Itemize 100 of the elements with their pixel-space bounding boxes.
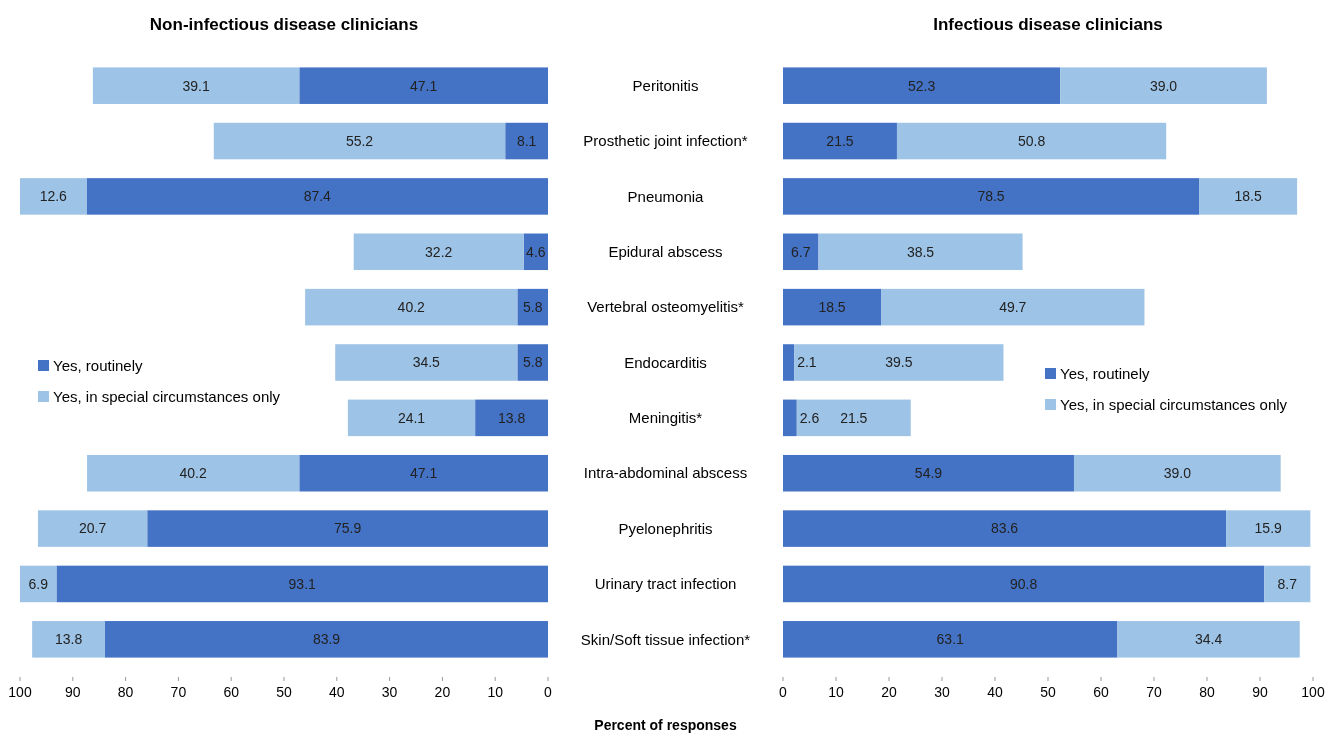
data-label: 39.5 (885, 354, 913, 371)
bar (1073, 454, 1281, 492)
bar (56, 565, 548, 603)
data-label: 15.9 (1254, 520, 1283, 537)
bar (347, 399, 476, 437)
bar (32, 621, 106, 658)
x-tick-label: 10 (487, 684, 504, 700)
data-label: 47.1 (410, 465, 438, 482)
data-label: 83.6 (990, 520, 1019, 537)
legend-label: Yes, in special circumstances only (1060, 396, 1288, 414)
x-axis-title: Percent of responses (594, 717, 737, 733)
x-tick-label: 0 (779, 684, 788, 700)
data-label: 78.5 (977, 188, 1005, 205)
data-label: 52.3 (907, 77, 936, 94)
data-label: 55.2 (345, 132, 374, 149)
x-tick-label: 50 (276, 684, 292, 700)
bar (783, 178, 1200, 215)
data-label: 83.9 (312, 631, 341, 648)
bar (353, 233, 524, 271)
bar (305, 288, 518, 326)
x-tick-label: 20 (881, 684, 897, 700)
data-label: 21.5 (826, 132, 854, 149)
bar (105, 621, 548, 658)
y-tick-label: Intra-abdominal abscess (583, 464, 748, 482)
bar (783, 510, 1227, 547)
data-label: 5.8 (522, 354, 543, 371)
bar (896, 122, 1167, 160)
bar (783, 454, 1074, 492)
x-tick-label: 100 (1301, 684, 1325, 700)
data-label: 8.7 (1277, 575, 1298, 592)
x-tick-label: 70 (170, 684, 187, 700)
x-tick-label: 90 (1252, 684, 1268, 700)
data-label: 39.0 (1163, 465, 1192, 482)
data-label: 20.7 (78, 520, 107, 537)
data-label: 2.6 (799, 409, 820, 426)
data-label: 2.1 (797, 354, 817, 371)
bar (299, 67, 548, 104)
data-label: 49.7 (999, 299, 1027, 316)
bar (783, 288, 882, 326)
bar (783, 67, 1061, 104)
x-tick-label: 60 (223, 684, 240, 700)
data-label: 18.5 (1234, 188, 1262, 205)
y-tick-label: Vertebral osteomyelitis* (587, 298, 745, 316)
bar (1060, 67, 1267, 104)
y-tick-label: Pyelonephritis (618, 519, 713, 537)
data-label: 6.7 (791, 243, 811, 260)
y-tick-label: Skin/Soft tissue infection* (580, 630, 751, 648)
bar (818, 233, 1023, 271)
y-tick-label: Prosthetic joint infection* (583, 132, 748, 150)
bar (299, 454, 548, 492)
bar (517, 344, 548, 381)
x-tick-label: 40 (987, 684, 1003, 700)
legend-label: Yes, in special circumstances only (53, 388, 281, 406)
bar (147, 510, 548, 547)
y-tick-label: Meningitis* (628, 409, 703, 427)
data-label: 93.1 (288, 575, 317, 592)
bar (213, 122, 506, 160)
bar (1264, 565, 1311, 603)
chart-title: Non-infectious disease clinicians (149, 15, 419, 34)
bar (783, 233, 819, 271)
x-tick-label: 60 (1093, 684, 1109, 700)
bar (783, 122, 897, 160)
bar (783, 565, 1265, 603)
data-label: 39.0 (1149, 77, 1178, 94)
bar (783, 344, 795, 381)
x-tick-label: 100 (8, 684, 32, 700)
x-tick-label: 90 (65, 684, 81, 700)
data-label: 39.1 (182, 77, 210, 94)
data-label: 40.2 (179, 465, 208, 482)
data-label: 40.2 (397, 299, 426, 316)
x-tick-label: 20 (434, 684, 451, 700)
y-tick-label: Urinary tract infection (594, 575, 737, 593)
legend-label: Yes, routinely (53, 357, 143, 375)
y-tick-label: Epidural abscess (608, 243, 723, 261)
data-label: 34.4 (1194, 631, 1223, 648)
data-label: 12.6 (39, 188, 68, 205)
x-tick-label: 70 (1146, 684, 1162, 700)
data-label: 90.8 (1009, 575, 1038, 592)
bar (86, 178, 548, 215)
data-label: 24.1 (397, 409, 426, 426)
data-label: 54.9 (914, 465, 943, 482)
data-label: 32.2 (425, 243, 453, 260)
bar (783, 621, 1118, 658)
data-label: 50.8 (1017, 132, 1046, 149)
bar (505, 122, 548, 160)
bar (335, 344, 518, 381)
data-label: 75.9 (334, 520, 362, 537)
data-label: 47.1 (410, 77, 438, 94)
data-label: 87.4 (303, 188, 332, 205)
bar (87, 454, 300, 492)
data-label: 5.8 (522, 299, 543, 316)
data-label: 34.5 (412, 354, 441, 371)
x-tick-label: 80 (117, 684, 134, 700)
bar (1199, 178, 1298, 215)
bar (517, 288, 548, 326)
data-label: 6.9 (28, 575, 49, 592)
data-label: 13.8 (497, 409, 526, 426)
bar (92, 67, 300, 104)
x-tick-label: 30 (934, 684, 950, 700)
legend-label: Yes, routinely (1060, 365, 1150, 383)
